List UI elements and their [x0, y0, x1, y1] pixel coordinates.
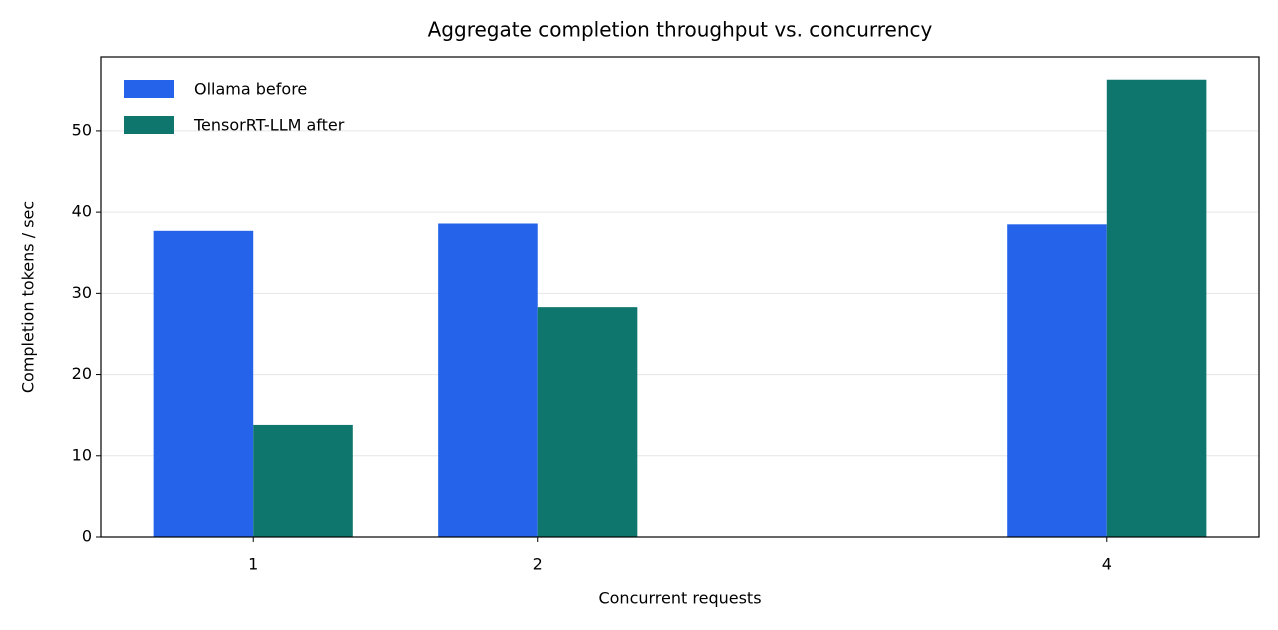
bar — [1007, 224, 1107, 538]
chart-title: Aggregate completion throughput vs. conc… — [428, 18, 933, 42]
legend-swatch — [124, 116, 174, 134]
bar — [438, 223, 538, 537]
plot-frame — [100, 56, 1260, 538]
legend-label: Ollama before — [194, 80, 307, 99]
bar — [1106, 79, 1207, 537]
legend-swatch — [124, 80, 174, 98]
y-axis-label: Completion tokens / sec — [19, 201, 38, 393]
y-tick-label: 40 — [72, 202, 92, 221]
x-axis-label: Concurrent requests — [598, 589, 761, 608]
y-tick-label: 20 — [72, 364, 92, 383]
bar — [537, 307, 638, 537]
x-tick-label: 2 — [533, 555, 543, 574]
bar — [253, 424, 353, 537]
x-tick-label: 1 — [248, 555, 258, 574]
y-tick-label: 30 — [72, 283, 92, 302]
y-tick-label: 0 — [82, 527, 92, 546]
x-tick-label: 4 — [1102, 555, 1112, 574]
legend-label: TensorRT-LLM after — [193, 116, 345, 135]
bar — [153, 230, 254, 537]
y-tick-label: 10 — [72, 445, 92, 464]
y-tick-label: 50 — [72, 120, 92, 139]
